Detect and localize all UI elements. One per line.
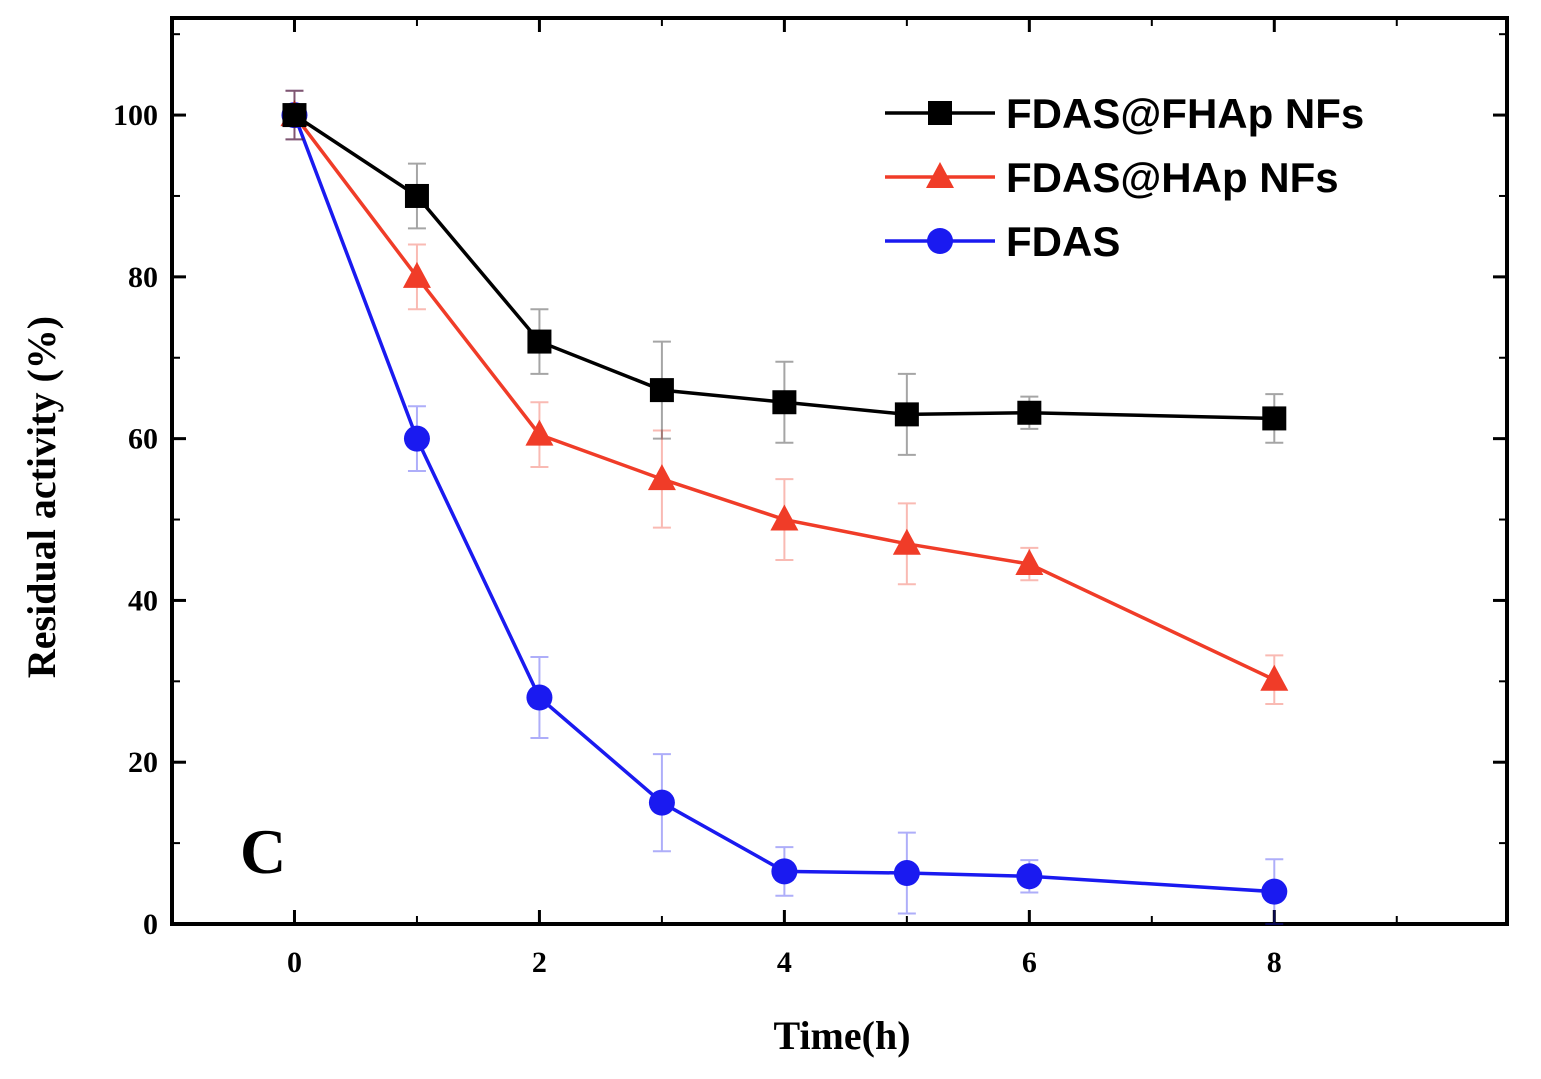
- data-point: [403, 425, 430, 452]
- legend-item: FDAS@HAp NFs: [885, 154, 1339, 201]
- series-fdas: [281, 89, 1288, 925]
- y-tick-label: 20: [128, 746, 158, 779]
- series-line: [292, 114, 1275, 894]
- y-tick-label: 40: [128, 584, 158, 617]
- x-tick-label: 8: [1267, 946, 1282, 979]
- legend-item: FDAS: [885, 218, 1120, 265]
- legend-marker: [927, 228, 953, 254]
- y-axis-title: Residual activity (%): [19, 316, 64, 678]
- legend-label: FDAS: [1006, 218, 1120, 265]
- legend-item: FDAS@FHAp NFs: [885, 90, 1364, 137]
- plot-frame: [170, 16, 1509, 926]
- series-line: [293, 113, 1275, 421]
- legend-marker: [926, 162, 954, 188]
- x-tick-label: 0: [287, 946, 302, 979]
- plot-series: [280, 89, 1289, 925]
- x-tick-label: 6: [1022, 946, 1037, 979]
- data-point: [647, 464, 676, 491]
- data-point: [894, 402, 919, 427]
- series-fdas-fhap-nfs: [282, 89, 1287, 456]
- data-point: [526, 684, 553, 711]
- data-point: [1260, 664, 1289, 691]
- series-line: [293, 114, 1276, 682]
- data-point: [1016, 863, 1043, 890]
- data-point: [527, 329, 552, 354]
- data-point: [892, 528, 921, 555]
- legend-marker: [928, 101, 952, 125]
- data-point: [648, 789, 675, 816]
- panel-label: C: [240, 816, 286, 887]
- legend-label: FDAS@HAp NFs: [1006, 154, 1339, 201]
- data-point: [1261, 878, 1288, 905]
- data-point: [771, 858, 798, 885]
- data-point: [404, 183, 429, 208]
- x-tick-label: 2: [532, 946, 547, 979]
- data-point: [649, 378, 674, 403]
- data-point: [893, 860, 920, 887]
- data-point: [1015, 549, 1044, 576]
- data-point: [282, 103, 307, 128]
- data-point: [1262, 406, 1287, 431]
- data-point: [402, 261, 431, 288]
- data-point: [525, 419, 554, 446]
- y-tick-label: 60: [128, 423, 158, 456]
- legend-label: FDAS@FHAp NFs: [1006, 90, 1364, 137]
- data-point: [770, 504, 799, 531]
- data-point: [772, 390, 797, 415]
- y-tick-label: 100: [113, 99, 158, 132]
- x-axis-title: Time(h): [773, 1013, 910, 1058]
- data-point: [1017, 400, 1042, 425]
- y-tick-label: 80: [128, 261, 158, 294]
- legend: FDAS@FHAp NFs FDAS@HAp NFs FDAS: [885, 90, 1364, 265]
- x-tick-label: 4: [777, 946, 792, 979]
- y-tick-label: 0: [143, 908, 158, 941]
